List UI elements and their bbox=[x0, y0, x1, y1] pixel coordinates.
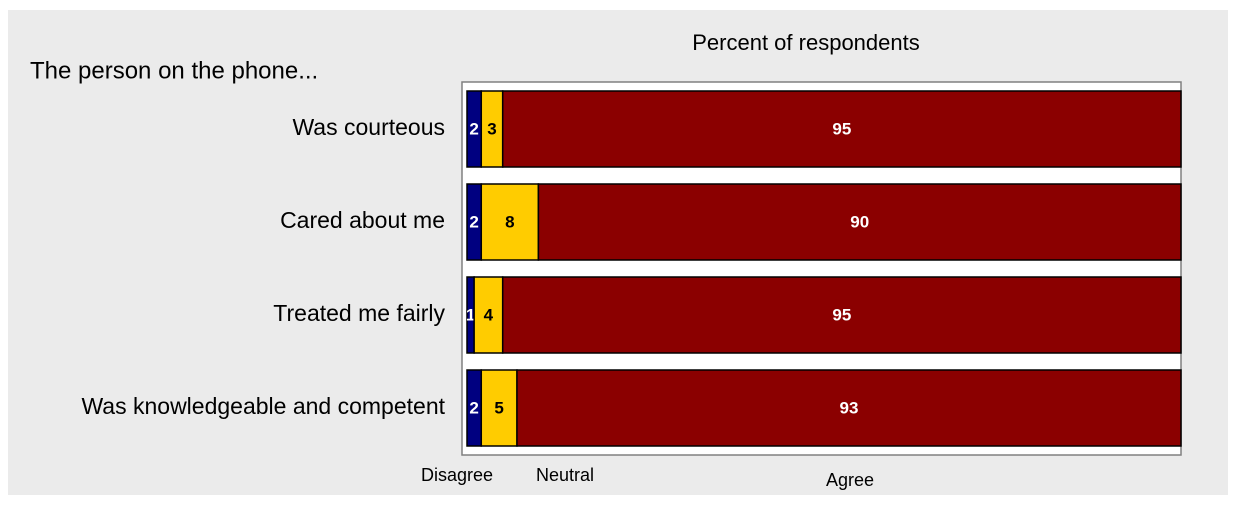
bar-segment bbox=[516, 369, 1182, 447]
data-label: 8 bbox=[505, 212, 514, 231]
data-label: 3 bbox=[487, 119, 496, 138]
legend-label: Disagree bbox=[421, 465, 493, 485]
y-tick-label: Was courteous bbox=[292, 114, 445, 140]
data-label: 4 bbox=[484, 305, 494, 324]
bar-segment bbox=[537, 183, 1182, 261]
legend-label: Neutral bbox=[536, 465, 594, 485]
data-label: 2 bbox=[469, 119, 478, 138]
legend-label: Agree bbox=[826, 470, 874, 490]
data-label: 93 bbox=[840, 398, 859, 417]
bar-segment bbox=[501, 276, 1182, 354]
bar-segment bbox=[480, 369, 518, 447]
chart-title: Percent of respondents bbox=[692, 30, 919, 55]
data-label: 2 bbox=[469, 398, 478, 417]
data-label: 1 bbox=[466, 305, 475, 324]
data-label: 95 bbox=[832, 305, 851, 324]
data-label: 95 bbox=[832, 119, 851, 138]
y-tick-label: Was knowledgeable and competent bbox=[81, 393, 445, 419]
bar-segment bbox=[480, 183, 540, 261]
bar-segment bbox=[501, 90, 1182, 168]
data-label: 5 bbox=[494, 398, 503, 417]
y-tick-label: Treated me fairly bbox=[273, 300, 445, 326]
y-tick-label: Cared about me bbox=[280, 207, 445, 233]
data-label: 90 bbox=[850, 212, 869, 231]
data-label: 2 bbox=[469, 212, 478, 231]
chart-subtitle: The person on the phone... bbox=[30, 57, 318, 84]
